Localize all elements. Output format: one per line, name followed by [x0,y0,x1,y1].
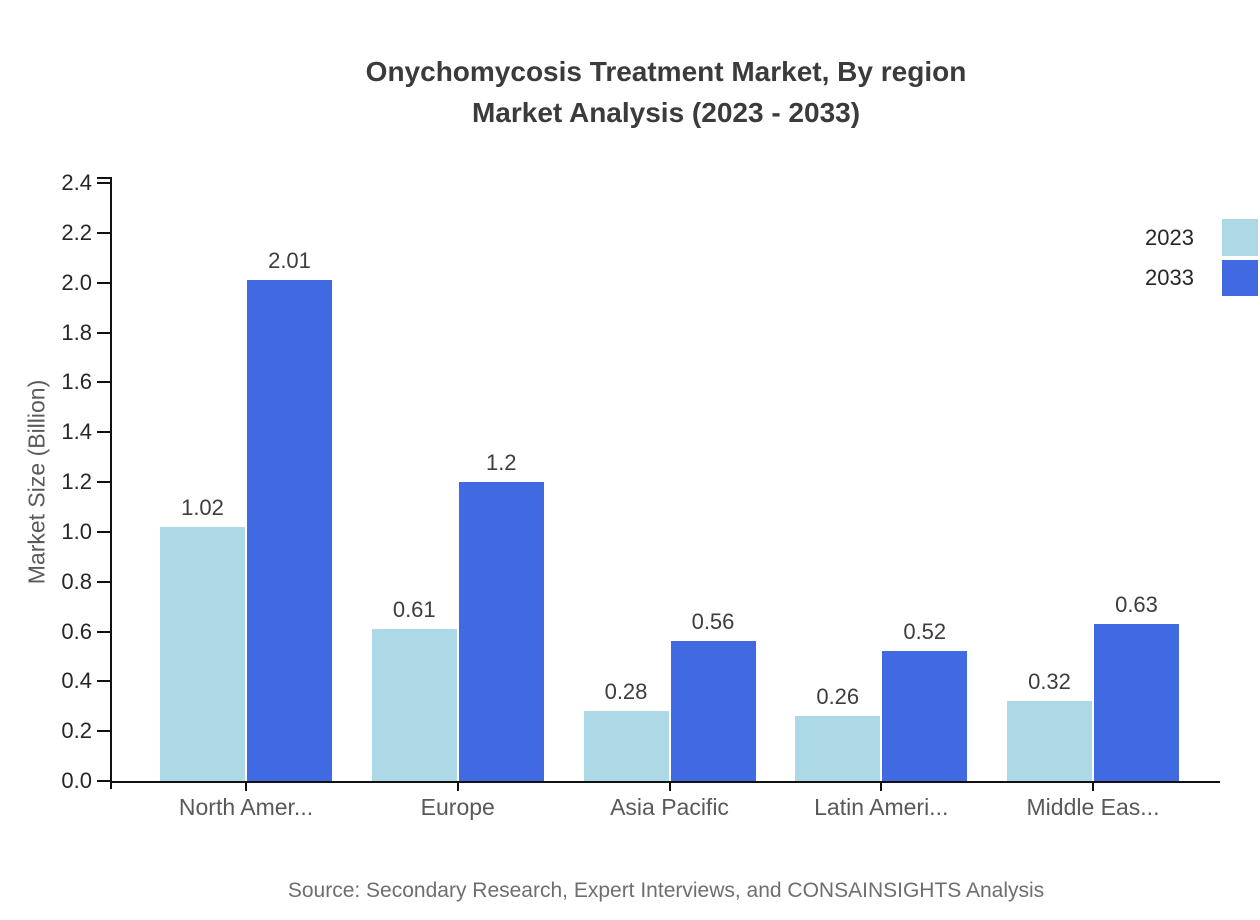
x-category-label: Latin Ameri... [814,794,949,820]
y-axis-line [110,179,112,789]
y-tick-mark [97,231,112,234]
bar-value-label: 0.32 [1028,669,1071,694]
chart-title-line1: Onychomycosis Treatment Market, By regio… [365,56,967,87]
y-tick-label: 0.2 [61,718,92,744]
bar-2033 [458,482,544,781]
y-tick-mark [97,381,112,384]
bar-2033 [247,280,332,781]
y-tick-label: 1.0 [61,518,92,544]
y-tick-label: 1.8 [61,319,92,345]
bar-value-label: 1.2 [485,450,517,475]
legend-swatch-2033 [1222,260,1258,296]
bar-2023 [1007,701,1092,781]
x-tick-mark [245,783,247,791]
y-tick-label: 0.4 [61,668,92,694]
bar-value-label: 0.26 [816,684,860,709]
y-tick-label: 1.6 [61,369,92,395]
bar-2033 [670,641,756,781]
x-category-label: Europe [420,794,495,820]
bar-2023 [583,711,669,781]
x-tick-mark [1092,783,1094,791]
bar-value-label: 2.01 [268,248,311,273]
bar-value-label: 1.02 [181,495,224,520]
x-tick-mark [456,783,459,791]
bar-2023 [371,629,457,781]
y-tick-mark [97,730,112,733]
bar-2023 [795,716,881,781]
x-axis-line [110,781,1220,783]
bar-2033 [1094,624,1179,781]
y-tick-label: 1.2 [61,469,92,494]
y-tick-mark [97,630,112,633]
legend-label-2033: 2033 [1145,265,1194,290]
y-tick-mark [97,580,112,583]
bar-2023 [160,527,245,781]
y-tick-label: 0.6 [61,618,92,644]
x-tick-mark [668,783,671,791]
y-tick-mark [97,182,112,184]
y-tick-label: 2.4 [61,170,92,195]
chart-title-line2: Market Analysis (2023 - 2033) [471,97,861,128]
y-tick-mark [97,281,112,284]
bar-value-label: 0.28 [604,679,648,704]
x-tick-mark [880,783,883,791]
y-tick-mark [97,780,112,782]
bar-value-label: 0.63 [1115,592,1158,617]
y-tick-mark [97,481,112,483]
bar-value-label: 0.52 [903,619,947,644]
x-category-label: Middle Eas... [1026,794,1160,820]
y-tick-label: 1.4 [61,419,92,445]
y-tick-mark [97,331,112,334]
y-tick-mark [97,680,112,683]
y-axis-top-cap [97,177,112,179]
bar-value-label: 0.56 [691,609,735,634]
source-note: Source: Secondary Research, Expert Inter… [287,879,1045,902]
bar-value-label: 0.61 [392,597,436,622]
y-tick-mark [97,431,112,434]
y-tick-label: 0.8 [61,568,92,594]
legend-label-2023: 2023 [1145,225,1194,250]
y-tick-mark [97,530,112,533]
y-tick-label: 2.2 [61,219,92,245]
y-tick-label: 2.0 [61,269,92,295]
bar-2033 [882,651,968,781]
x-category-label: North Amer... [178,794,314,820]
chart-title: Onychomycosis Treatment Market, By regio… [112,51,1220,133]
y-tick-label: 0.0 [61,768,92,793]
x-category-label: Asia Pacific [610,794,729,820]
legend-swatch-2023 [1222,219,1258,256]
